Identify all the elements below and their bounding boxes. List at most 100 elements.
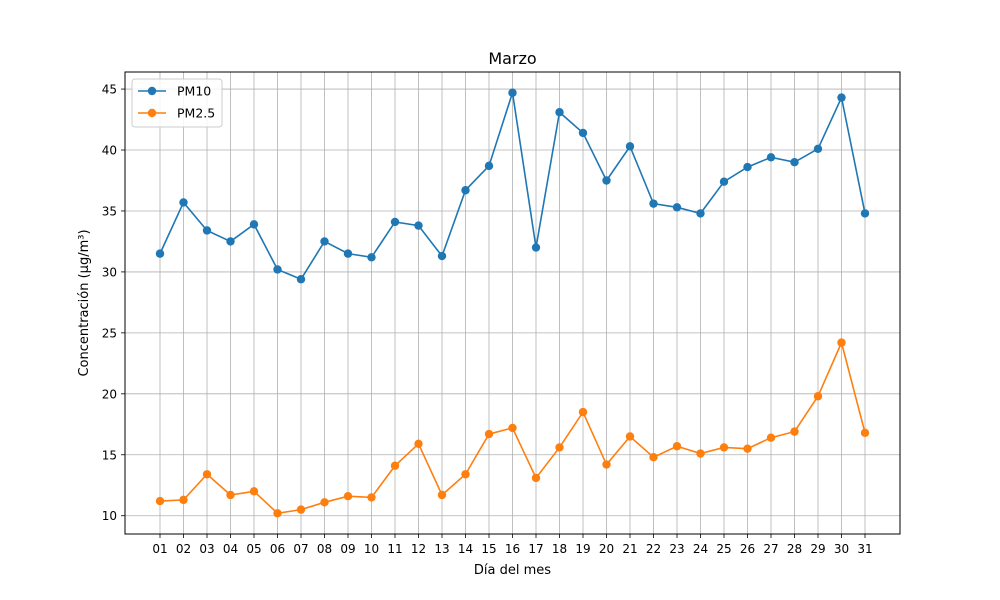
x-tick-label: 15: [481, 542, 496, 556]
data-point: [461, 470, 470, 479]
y-axis: 10 15 20 25 30 35 40 45: [102, 83, 125, 523]
x-axis-label: Día del mes: [474, 563, 551, 578]
data-point: [790, 158, 799, 167]
x-tick-label: 06: [270, 542, 285, 556]
data-point: [578, 407, 588, 417]
data-point: [179, 495, 188, 505]
data-point: [531, 473, 541, 483]
data-point: [531, 243, 541, 252]
data-point: [508, 88, 517, 97]
data-point: [484, 429, 494, 439]
legend-swatch-marker: [147, 108, 157, 118]
data-point: [672, 203, 682, 212]
x-tick-label: 10: [364, 542, 379, 556]
data-point: [273, 509, 282, 518]
data-point: [672, 442, 682, 451]
data-point: [860, 428, 870, 438]
y-tick-label: 20: [102, 387, 117, 401]
data-point: [649, 199, 658, 208]
x-tick-label: 17: [528, 542, 543, 556]
x-tick-label: 02: [176, 542, 191, 556]
data-point: [273, 265, 282, 274]
legend-label: PM2.5: [177, 106, 215, 121]
y-tick-label: 15: [102, 448, 117, 462]
x-tick-label: 16: [505, 542, 520, 556]
x-tick-label: 27: [763, 542, 778, 556]
data-point: [437, 490, 447, 500]
data-point: [766, 433, 776, 442]
y-tick-label: 40: [102, 144, 117, 158]
x-tick-label: 25: [716, 542, 731, 556]
data-point: [813, 392, 823, 401]
legend-label: PM10: [177, 84, 211, 99]
data-point: [743, 444, 752, 453]
data-point: [343, 492, 353, 501]
data-point: [202, 226, 212, 235]
data-point: [367, 493, 376, 502]
x-tick-label: 04: [223, 542, 238, 556]
x-tick-label: 18: [552, 542, 567, 556]
series-pm2-5: [155, 338, 870, 518]
data-point: [296, 275, 306, 284]
y-tick-label: 10: [102, 509, 117, 523]
x-tick-label: 24: [693, 542, 708, 556]
x-tick-label: 09: [340, 542, 355, 556]
legend-item: PM10: [138, 84, 211, 99]
x-tick-label: 30: [834, 542, 849, 556]
data-point: [602, 176, 611, 185]
series-pm10: [155, 88, 870, 284]
data-point: [555, 108, 564, 117]
legend: PM10 PM2.5: [131, 78, 223, 128]
data-point: [155, 249, 165, 258]
x-tick-label: 20: [599, 542, 614, 556]
data-point: [555, 443, 564, 452]
data-point: [743, 162, 752, 172]
x-tick-label: 22: [646, 542, 661, 556]
y-tick-label: 45: [102, 83, 117, 97]
data-point: [719, 177, 729, 186]
data-point: [414, 439, 423, 448]
data-point: [461, 186, 470, 195]
x-tick-label: 11: [387, 542, 402, 556]
x-tick-label: 03: [199, 542, 214, 556]
data-point: [390, 461, 400, 470]
data-point: [320, 498, 329, 507]
data-point: [837, 338, 846, 347]
data-point: [437, 251, 447, 261]
x-tick-label: 14: [458, 542, 473, 556]
chart-title: Marzo: [488, 49, 536, 68]
data-point: [296, 505, 306, 514]
x-tick-label: 08: [317, 542, 332, 556]
x-tick-label: 05: [246, 542, 261, 556]
y-tick-label: 35: [102, 204, 117, 218]
data-point: [249, 220, 259, 229]
data-point: [226, 490, 235, 500]
data-point: [696, 209, 705, 218]
data-point: [343, 249, 353, 258]
x-tick-label: 31: [857, 542, 872, 556]
data-point: [837, 93, 846, 102]
legend-swatch-marker: [147, 86, 157, 96]
data-point: [179, 198, 188, 207]
x-tick-label: 01: [152, 542, 167, 556]
data-point: [414, 221, 423, 230]
x-tick-label: 28: [787, 542, 802, 556]
data-point: [320, 237, 329, 246]
series-layer: [155, 88, 870, 518]
data-point: [367, 253, 376, 262]
data-point: [719, 443, 729, 452]
data-point: [649, 453, 658, 462]
x-tick-label: 29: [810, 542, 825, 556]
x-tick-label: 07: [293, 542, 308, 556]
y-axis-label: Concentración (µg/m³): [77, 229, 92, 376]
x-tick-label: 26: [740, 542, 755, 556]
data-point: [860, 209, 870, 218]
data-point: [484, 161, 494, 171]
data-point: [790, 427, 799, 436]
data-point: [578, 128, 588, 138]
data-point: [813, 144, 823, 153]
data-point: [155, 496, 165, 506]
data-point: [390, 217, 400, 227]
data-point: [202, 470, 212, 479]
